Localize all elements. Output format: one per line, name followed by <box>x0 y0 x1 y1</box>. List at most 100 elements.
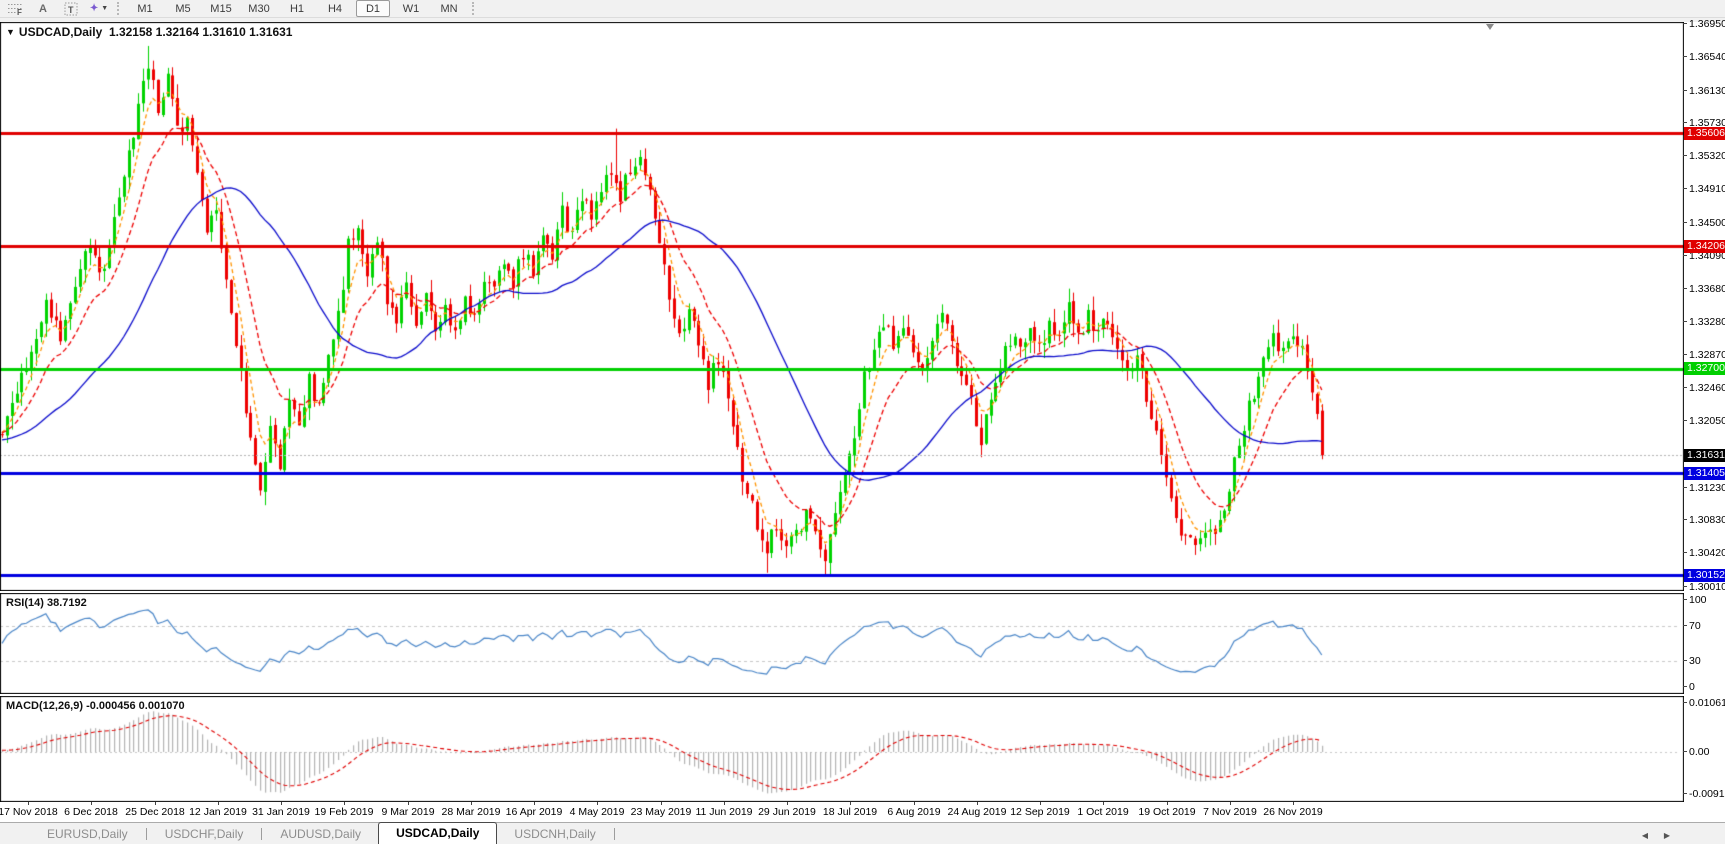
date-axis-tick <box>408 802 409 805</box>
price-axis-tick: 1.36950 <box>1683 18 1725 31</box>
date-axis-label: 12 Jan 2019 <box>189 806 247 818</box>
date-axis-tick <box>281 802 282 805</box>
macd-panel-canvas[interactable] <box>0 696 1684 802</box>
price-level-label: 1.31405 <box>1684 466 1725 480</box>
text-tool-icon[interactable]: A <box>39 2 47 15</box>
date-axis-label: 19 Feb 2019 <box>314 806 374 818</box>
timeframe-m15-button[interactable]: M15 <box>210 2 232 15</box>
date-axis-tick <box>1103 802 1104 805</box>
price-axis-tick: 1.32460 <box>1683 381 1725 394</box>
tab-scroll-left-button[interactable]: ◀ <box>1641 831 1649 840</box>
text-label-icon: T <box>64 2 78 15</box>
macd-axis-tick: 0.010615 <box>1683 697 1725 709</box>
chart-ohlc-values: 1.32158 1.32164 1.31610 1.31631 <box>108 25 293 39</box>
price-axis: 1.36950 1.36540 1.36130 1.35730 1.35320 1.349… <box>1682 0 1725 820</box>
date-axis-label: 25 Dec 2018 <box>125 806 185 818</box>
rsi-indicator-label: RSI(14) 38.7192 <box>6 597 87 609</box>
price-axis-tick: 1.34500 <box>1683 216 1725 229</box>
timeframe-button-group: M1 M5 M15 M30 H1 H4 D1 W1 MN <box>128 0 470 17</box>
macd-indicator-label: MACD(12,26,9) -0.000456 0.001070 <box>6 700 185 712</box>
rsi-axis-tick: 0 <box>1683 681 1695 693</box>
date-axis: 17 Nov 2018 6 Dec 2018 25 Dec 2018 12 Jan 2… <box>0 802 1684 821</box>
date-axis-tick <box>1230 802 1231 805</box>
tab-separator <box>613 827 615 840</box>
date-axis-label: 4 May 2019 <box>569 806 625 818</box>
chart-tab-audusd[interactable]: AUDUSD,Daily <box>280 827 362 841</box>
chart-title-collapse-icon[interactable]: ▼ <box>6 27 15 37</box>
price-axis-tick: 1.32050 <box>1683 415 1725 428</box>
svg-text:F: F <box>17 8 22 16</box>
rsi-axis-tick: 100 <box>1683 594 1707 606</box>
price-axis-tick: 1.34910 <box>1683 183 1725 196</box>
current-price-label: 1.31631 <box>1684 448 1725 462</box>
chevron-down-icon: ▼ <box>101 5 109 12</box>
price-axis-tick: 1.36130 <box>1683 84 1725 97</box>
tab-scroll-right-button[interactable]: ▶ <box>1663 831 1671 840</box>
date-axis-tick <box>155 802 156 805</box>
macd-axis-tick: -0.009185 <box>1682 788 1725 800</box>
tab-separator <box>261 827 263 840</box>
date-axis-label: 18 Jul 2019 <box>822 806 878 818</box>
date-axis-label: 31 Jan 2019 <box>252 806 310 818</box>
arrows-tool-icon[interactable]: ✦ ▼ <box>87 1 111 16</box>
top-toolbar: F A T ✦ ▼ M1 M5 M15 M30 H1 H4 D1 W1 MN <box>0 0 1725 18</box>
rsi-axis-tick: 30 <box>1683 654 1701 667</box>
price-axis-tick: 1.33280 <box>1683 315 1725 328</box>
date-axis-label: 17 Nov 2018 <box>0 806 58 818</box>
date-axis-tick <box>28 802 29 805</box>
chart-shift-marker[interactable] <box>1486 24 1494 30</box>
date-axis-tick <box>724 802 725 805</box>
timeframe-h4-button[interactable]: H4 <box>327 2 343 15</box>
date-axis-tick <box>597 802 598 805</box>
price-level-label: 1.30152 <box>1684 568 1725 582</box>
rsi-axis-tick: 70 <box>1683 620 1701 633</box>
date-axis-tick <box>471 802 472 805</box>
timeframe-m1-button[interactable]: M1 <box>137 2 153 15</box>
chart-tab-eurusd[interactable]: EURUSD,Daily <box>47 827 128 841</box>
date-axis-tick <box>1040 802 1041 805</box>
date-axis-label: 6 Dec 2018 <box>64 806 118 818</box>
fibonacci-tool-icon[interactable]: F <box>3 1 27 16</box>
date-axis-label: 1 Oct 2019 <box>1077 806 1129 818</box>
timeframe-mn-button[interactable]: MN <box>440 2 458 15</box>
date-axis-tick <box>977 802 978 805</box>
date-axis-label: 29 Jun 2019 <box>758 806 816 818</box>
date-axis-label: 11 Jun 2019 <box>695 806 753 818</box>
price-axis-tick: 1.35730 <box>1683 116 1725 129</box>
timeframe-m30-button[interactable]: M30 <box>248 2 270 15</box>
chart-tab-usdchf[interactable]: USDCHF,Daily <box>164 827 244 841</box>
date-axis-tick <box>661 802 662 805</box>
price-axis-tick: 1.31230 <box>1683 481 1725 494</box>
toolbar-grip-2 <box>472 2 477 15</box>
price-level-label: 1.34206 <box>1684 239 1725 253</box>
price-level-label: 1.35606 <box>1684 126 1725 140</box>
toolbar-gap <box>0 18 1725 22</box>
date-axis-tick <box>344 802 345 805</box>
chart-tabs-bar: ◀ ▶ EURUSD,Daily USDCHF,Daily AUDUSD,Daily… <box>0 822 1725 844</box>
price-level-label: 1.32700 <box>1684 362 1725 375</box>
date-axis-tick <box>850 802 851 805</box>
date-axis-label: 12 Sep 2019 <box>1010 806 1070 818</box>
date-axis-label: 28 Mar 2019 <box>441 806 501 818</box>
date-axis-label: 19 Oct 2019 <box>1138 806 1196 818</box>
main-chart-canvas[interactable] <box>0 22 1684 591</box>
text-label-tool-icon[interactable]: T <box>59 1 83 16</box>
date-axis-tick <box>1167 802 1168 805</box>
price-axis-tick: 1.33680 <box>1683 283 1725 296</box>
chart-tab-usdcnh[interactable]: USDCNH,Daily <box>514 827 596 841</box>
rsi-panel-canvas[interactable] <box>0 593 1684 694</box>
timeframe-w1-button[interactable]: W1 <box>402 2 420 15</box>
timeframe-m5-button[interactable]: M5 <box>175 2 191 15</box>
price-axis-tick: 1.35320 <box>1683 150 1725 163</box>
chart-title: ▼ USDCAD,Daily 1.32158 1.32164 1.31610 1.… <box>6 25 292 39</box>
date-axis-tick <box>1293 802 1294 805</box>
timeframe-h1-button[interactable]: H1 <box>289 2 305 15</box>
date-axis-tick <box>218 802 219 805</box>
svg-text:T: T <box>68 5 74 15</box>
date-axis-label: 6 Aug 2019 <box>887 806 941 818</box>
macd-axis-tick: 0.00 <box>1682 746 1710 758</box>
timeframe-d1-button[interactable]: D1 <box>356 0 390 17</box>
chart-tab-usdcad[interactable]: USDCAD,Daily <box>378 822 498 844</box>
toolbar-grip <box>117 2 122 15</box>
